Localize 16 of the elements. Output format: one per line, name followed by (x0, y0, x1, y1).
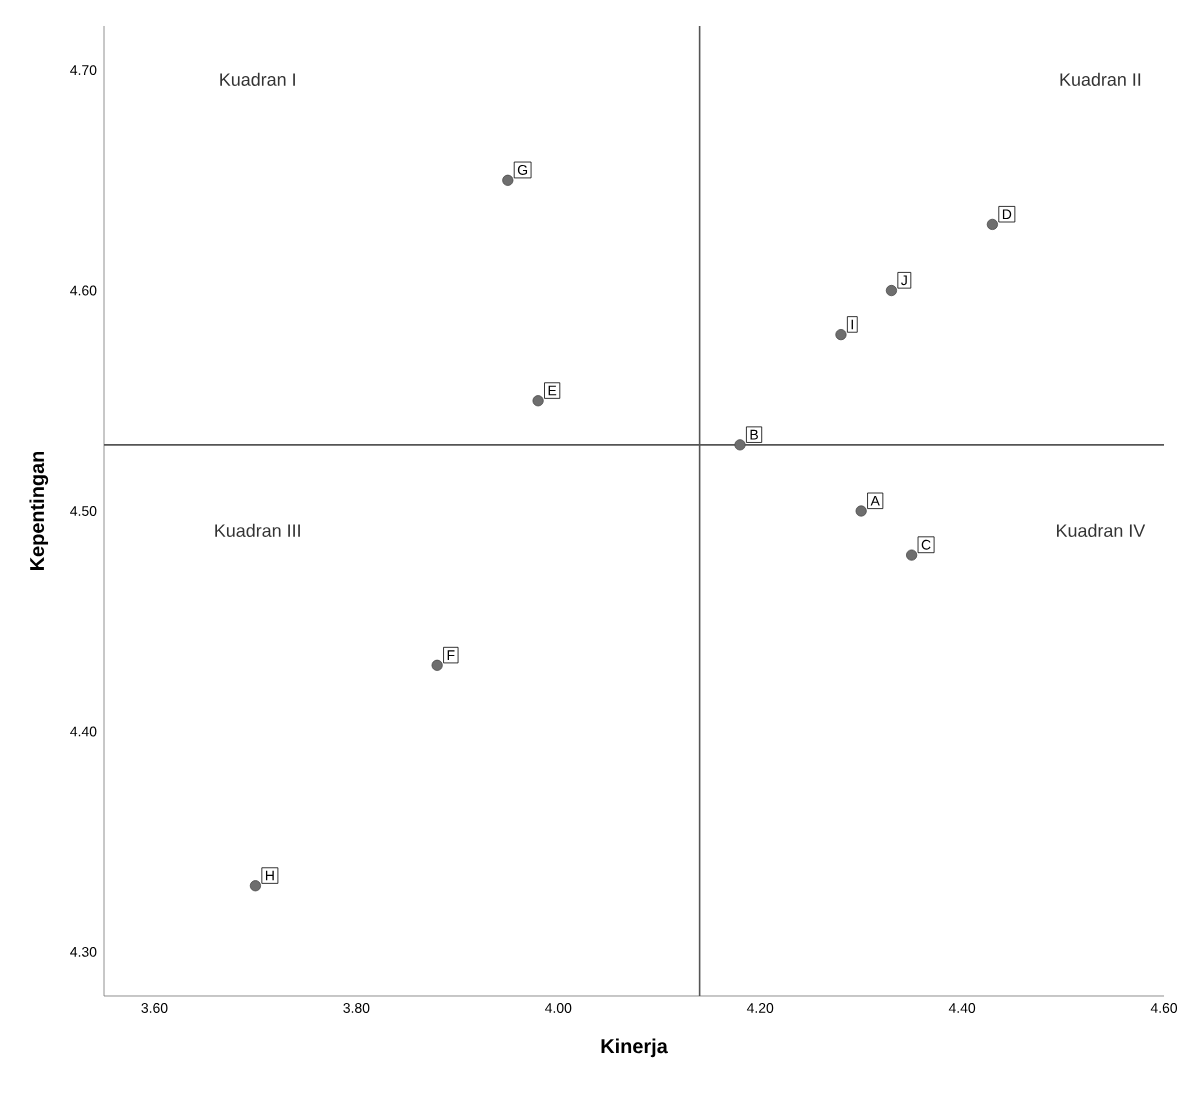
point (906, 549, 918, 561)
annotation: Kuadran IV (1057, 523, 1146, 537)
x-axis-title: Kinerja (601, 1038, 668, 1058)
point (734, 439, 746, 451)
point (986, 218, 998, 230)
y-axis-title: Kepentingan (29, 451, 49, 570)
point (855, 505, 867, 517)
annotation: Kuadran I (220, 72, 295, 86)
point (502, 174, 514, 186)
point (431, 659, 443, 671)
point (835, 329, 847, 341)
annotation: Kuadran III (215, 523, 300, 537)
annotation: Kuadran II (1060, 72, 1141, 86)
point (249, 880, 262, 892)
point (885, 284, 898, 297)
point (532, 395, 544, 407)
